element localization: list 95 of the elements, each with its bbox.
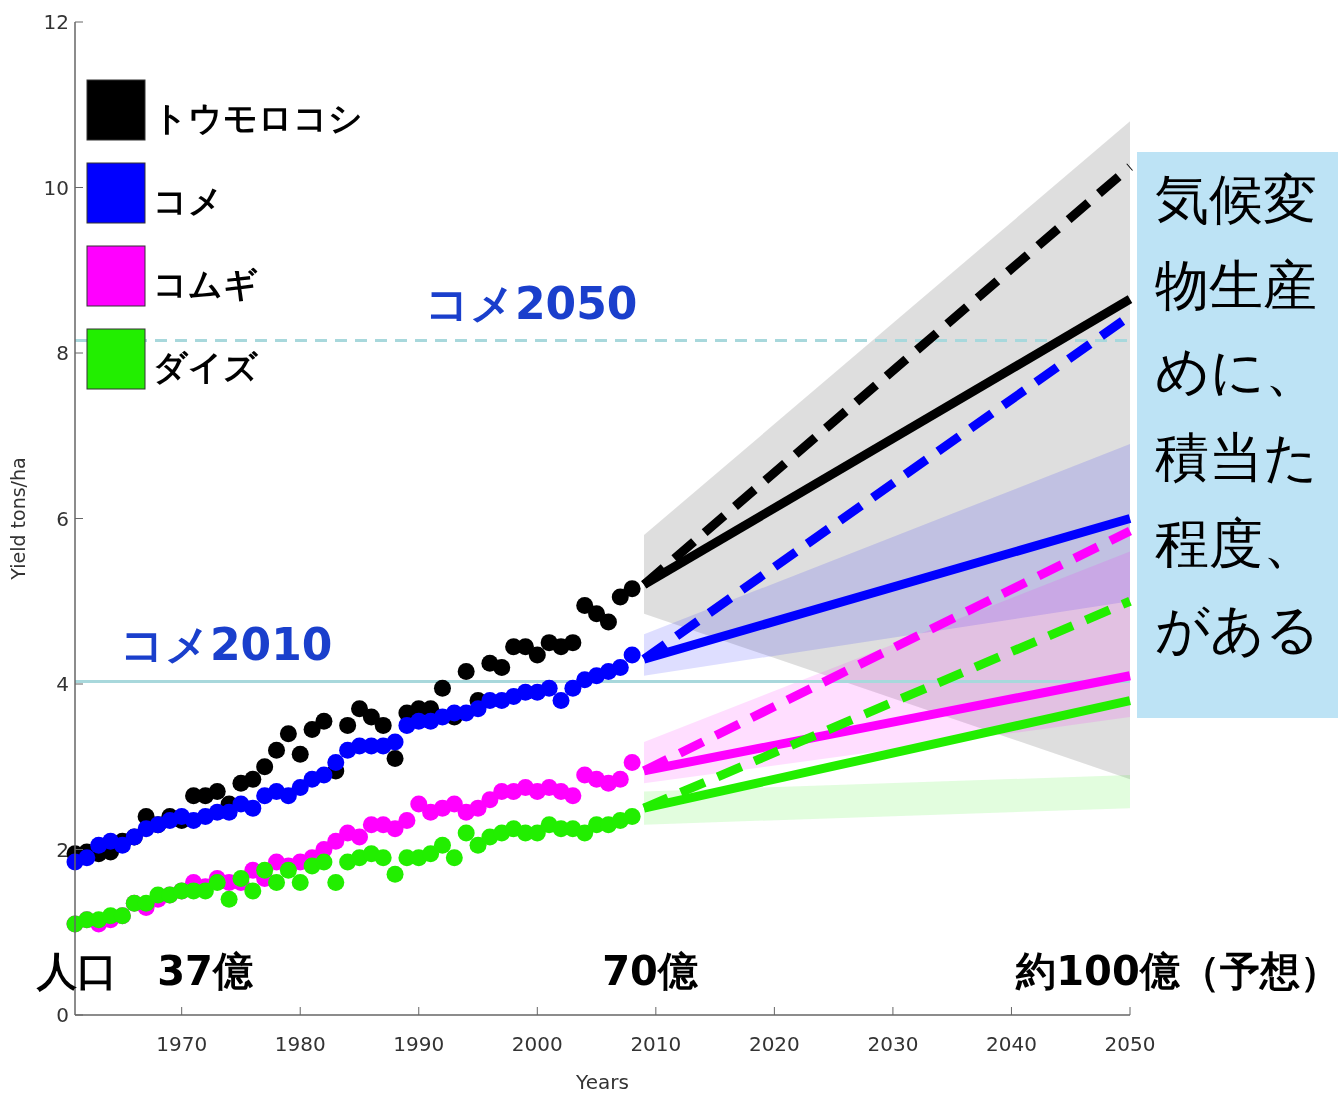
point [433,836,451,854]
point [232,869,250,887]
x-tick-label: 1980 [274,1032,326,1056]
point [599,613,617,631]
point [315,853,333,871]
point [469,700,487,718]
point [244,882,262,900]
point [528,646,546,664]
point [457,663,475,681]
point [220,890,238,908]
point [564,634,582,652]
y-axis-title: Yield tons/ha [7,457,29,581]
point [303,721,321,739]
point [469,836,487,854]
point [611,770,629,788]
point [611,588,629,606]
point [552,692,570,710]
point [374,849,392,867]
point [386,749,404,767]
annotation: 70億 [602,948,699,994]
annotation: 人口 37億 [36,948,254,994]
y-tick-label: 0 [56,1003,69,1027]
legend-label: コメ [153,181,223,221]
y-tick-label: 8 [56,341,69,365]
point [256,758,274,776]
point [279,787,297,805]
point [315,712,333,730]
point [564,679,582,697]
legend-label: コムギ [153,264,258,304]
ref-line-label: コメ2050 [425,277,638,329]
x-tick-label: 2000 [511,1032,563,1056]
point [339,716,357,734]
point [279,861,297,879]
point [327,832,345,850]
y-tick-label: 10 [43,175,69,200]
point [362,708,380,726]
point [623,754,641,772]
x-tick-label: 2030 [867,1032,919,1056]
point [386,820,404,838]
point [469,799,487,817]
point [291,745,309,763]
x-tick-label: 1970 [156,1032,208,1056]
point [386,733,404,751]
point [208,874,226,892]
point [268,741,286,759]
point [113,836,131,854]
x-tick-label: 2010 [630,1032,682,1056]
point [623,646,641,664]
point [256,861,274,879]
annotation: 約100億（予想） [1015,948,1338,994]
point [445,849,463,867]
point [386,865,404,883]
point [398,812,416,830]
legend-label: トウモロコシ [153,98,363,138]
point [623,580,641,598]
point [493,658,511,676]
point [279,725,297,743]
y-tick-label: 12 [43,10,69,34]
point [433,679,451,697]
y-tick-label: 6 [56,506,69,531]
point [291,874,309,892]
point [611,658,629,676]
text: 気候変物生産めに、積当た程度、がある [1155,168,1320,661]
point [588,605,606,623]
point [350,700,368,718]
point [327,874,345,892]
ref-line-label: コメ2010 [120,618,333,670]
y-tick-label: 2 [56,837,69,862]
point [457,824,475,842]
point [78,849,96,867]
point [291,778,309,796]
point [244,770,262,788]
point [564,787,582,805]
point [268,874,286,892]
point [315,766,333,784]
point [422,845,440,863]
point [327,754,345,772]
point [576,824,594,842]
x-axis-title: Years [575,1070,629,1094]
point [623,807,641,825]
x-tick-label: 1990 [393,1032,445,1056]
x-tick-label: 2020 [748,1032,800,1056]
y-tick-label: 4 [56,672,69,696]
point [244,799,262,817]
point [350,828,368,846]
point [540,679,558,697]
point [576,596,594,614]
point [208,783,226,801]
point [481,791,499,809]
x-tick-label: 2050 [1104,1032,1156,1056]
point [445,795,463,813]
legend-label: ダイズ [153,347,259,387]
point [410,795,428,813]
x-tick-label: 2040 [986,1032,1037,1056]
point [374,716,392,734]
